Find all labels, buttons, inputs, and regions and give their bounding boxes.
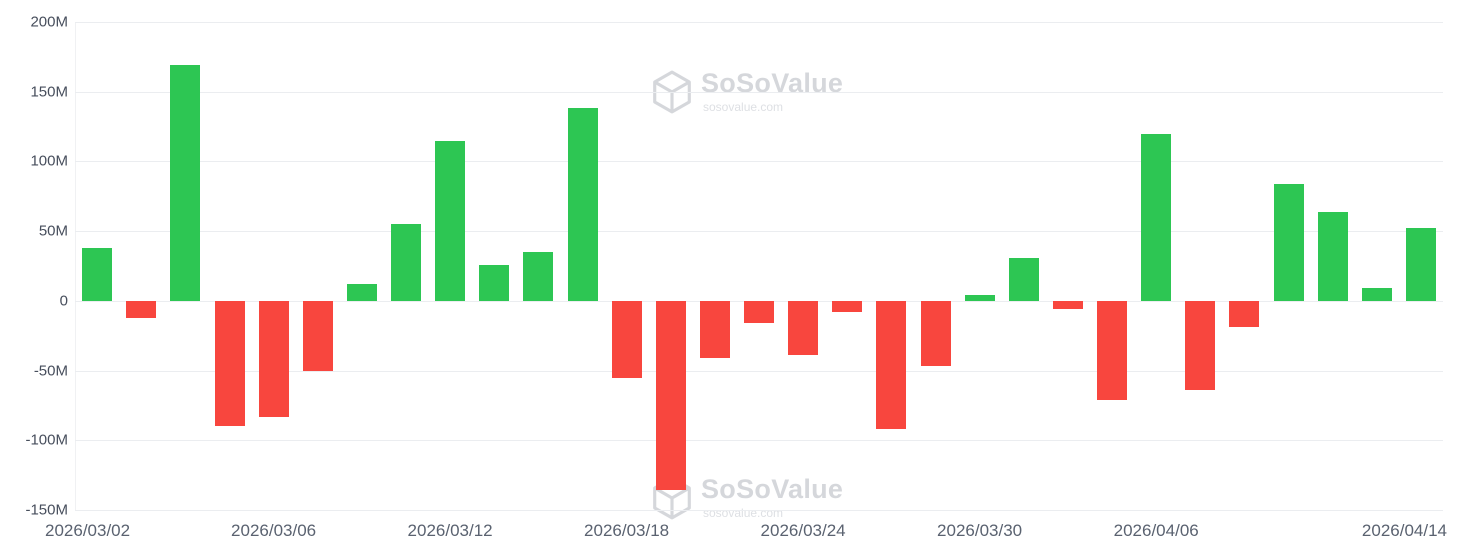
y-axis-tick-label: -150M (25, 501, 68, 519)
gridline (75, 510, 1443, 511)
bar-2026/03/03[interactable] (126, 300, 157, 318)
bar-2026/04/14[interactable] (1405, 228, 1436, 301)
watermark-brand: SoSoValue (701, 68, 844, 98)
bar-2026/03/13[interactable] (479, 264, 510, 301)
bar-2026/03/02[interactable] (82, 247, 113, 301)
gridline (75, 370, 1443, 372)
x-axis-tick-label: 2026/03/02 (45, 521, 131, 540)
gridline (75, 440, 1443, 442)
bar-2026/03/23[interactable] (744, 300, 774, 324)
bar-2026/03/16[interactable] (523, 252, 554, 301)
bar-2026/03/17[interactable] (567, 108, 598, 301)
bar-2026/03/26[interactable] (876, 300, 907, 430)
bar-2026/03/12[interactable] (435, 140, 466, 301)
x-axis-tick-label: 2026/03/24 (760, 521, 846, 540)
watermark-brand: SoSoValue (701, 474, 844, 504)
bar-2026/03/18[interactable] (611, 300, 642, 378)
y-axis-tick-label: 200M (30, 13, 68, 31)
y-axis-tick-label: -100M (25, 431, 68, 449)
x-axis-tick-label: 2026/03/30 (937, 521, 1023, 540)
bar-2026/03/05[interactable] (214, 300, 245, 427)
watermark-domain: sosovalue.com (703, 100, 784, 114)
y-axis-tick-label: 50M (38, 222, 68, 240)
gridline (75, 22, 1443, 23)
bar-2026/03/11[interactable] (391, 224, 421, 301)
bar-2026/04/01[interactable] (1052, 300, 1083, 310)
bar-2026/03/25[interactable] (832, 300, 863, 313)
y-axis-line (75, 22, 76, 510)
bar-2026/03/20[interactable] (699, 300, 730, 359)
bar-2026/03/09[interactable] (302, 300, 333, 371)
y-axis-tick-label: -50M (33, 362, 68, 380)
x-axis-tick-label: 2026/03/06 (231, 521, 317, 540)
bar-2026/04/08[interactable] (1229, 300, 1260, 328)
watermark-text: SoSoValue sosovalue.com (701, 474, 844, 521)
y-axis-tick-label: 0 (59, 292, 68, 310)
bar-2026/03/06[interactable] (258, 300, 289, 417)
bar-2026/04/10[interactable] (1317, 211, 1348, 301)
watermark-domain: sosovalue.com (703, 506, 784, 520)
y-axis-tick-label: 150M (30, 83, 68, 101)
bar-2026/03/31[interactable] (1008, 257, 1039, 301)
x-axis-tick-label: 2026/03/12 (407, 521, 493, 540)
x-axis-tick-label: 2026/04/14 (1361, 521, 1447, 540)
bar-2026/04/09[interactable] (1273, 183, 1304, 301)
x-axis-tick-label: 2026/04/06 (1113, 521, 1199, 540)
x-axis-tick-label: 2026/03/18 (584, 521, 670, 540)
bar-2026/03/24[interactable] (788, 300, 819, 356)
gridline (75, 161, 1443, 163)
bar-2026/03/27[interactable] (920, 300, 951, 367)
bar-2026/03/30[interactable] (964, 295, 995, 301)
gridline (75, 231, 1443, 233)
bar-2026/03/04[interactable] (170, 65, 201, 301)
bar-2026/03/10[interactable] (346, 284, 377, 301)
bar-2026/04/06[interactable] (1141, 133, 1172, 301)
bar-2026/04/07[interactable] (1185, 300, 1216, 391)
gridline (75, 91, 1443, 93)
bar-2026/03/19[interactable] (655, 300, 686, 491)
bar-2026/04/02[interactable] (1097, 300, 1127, 400)
y-axis-tick-label: 100M (30, 152, 68, 170)
bar-2026/04/13[interactable] (1361, 288, 1392, 301)
